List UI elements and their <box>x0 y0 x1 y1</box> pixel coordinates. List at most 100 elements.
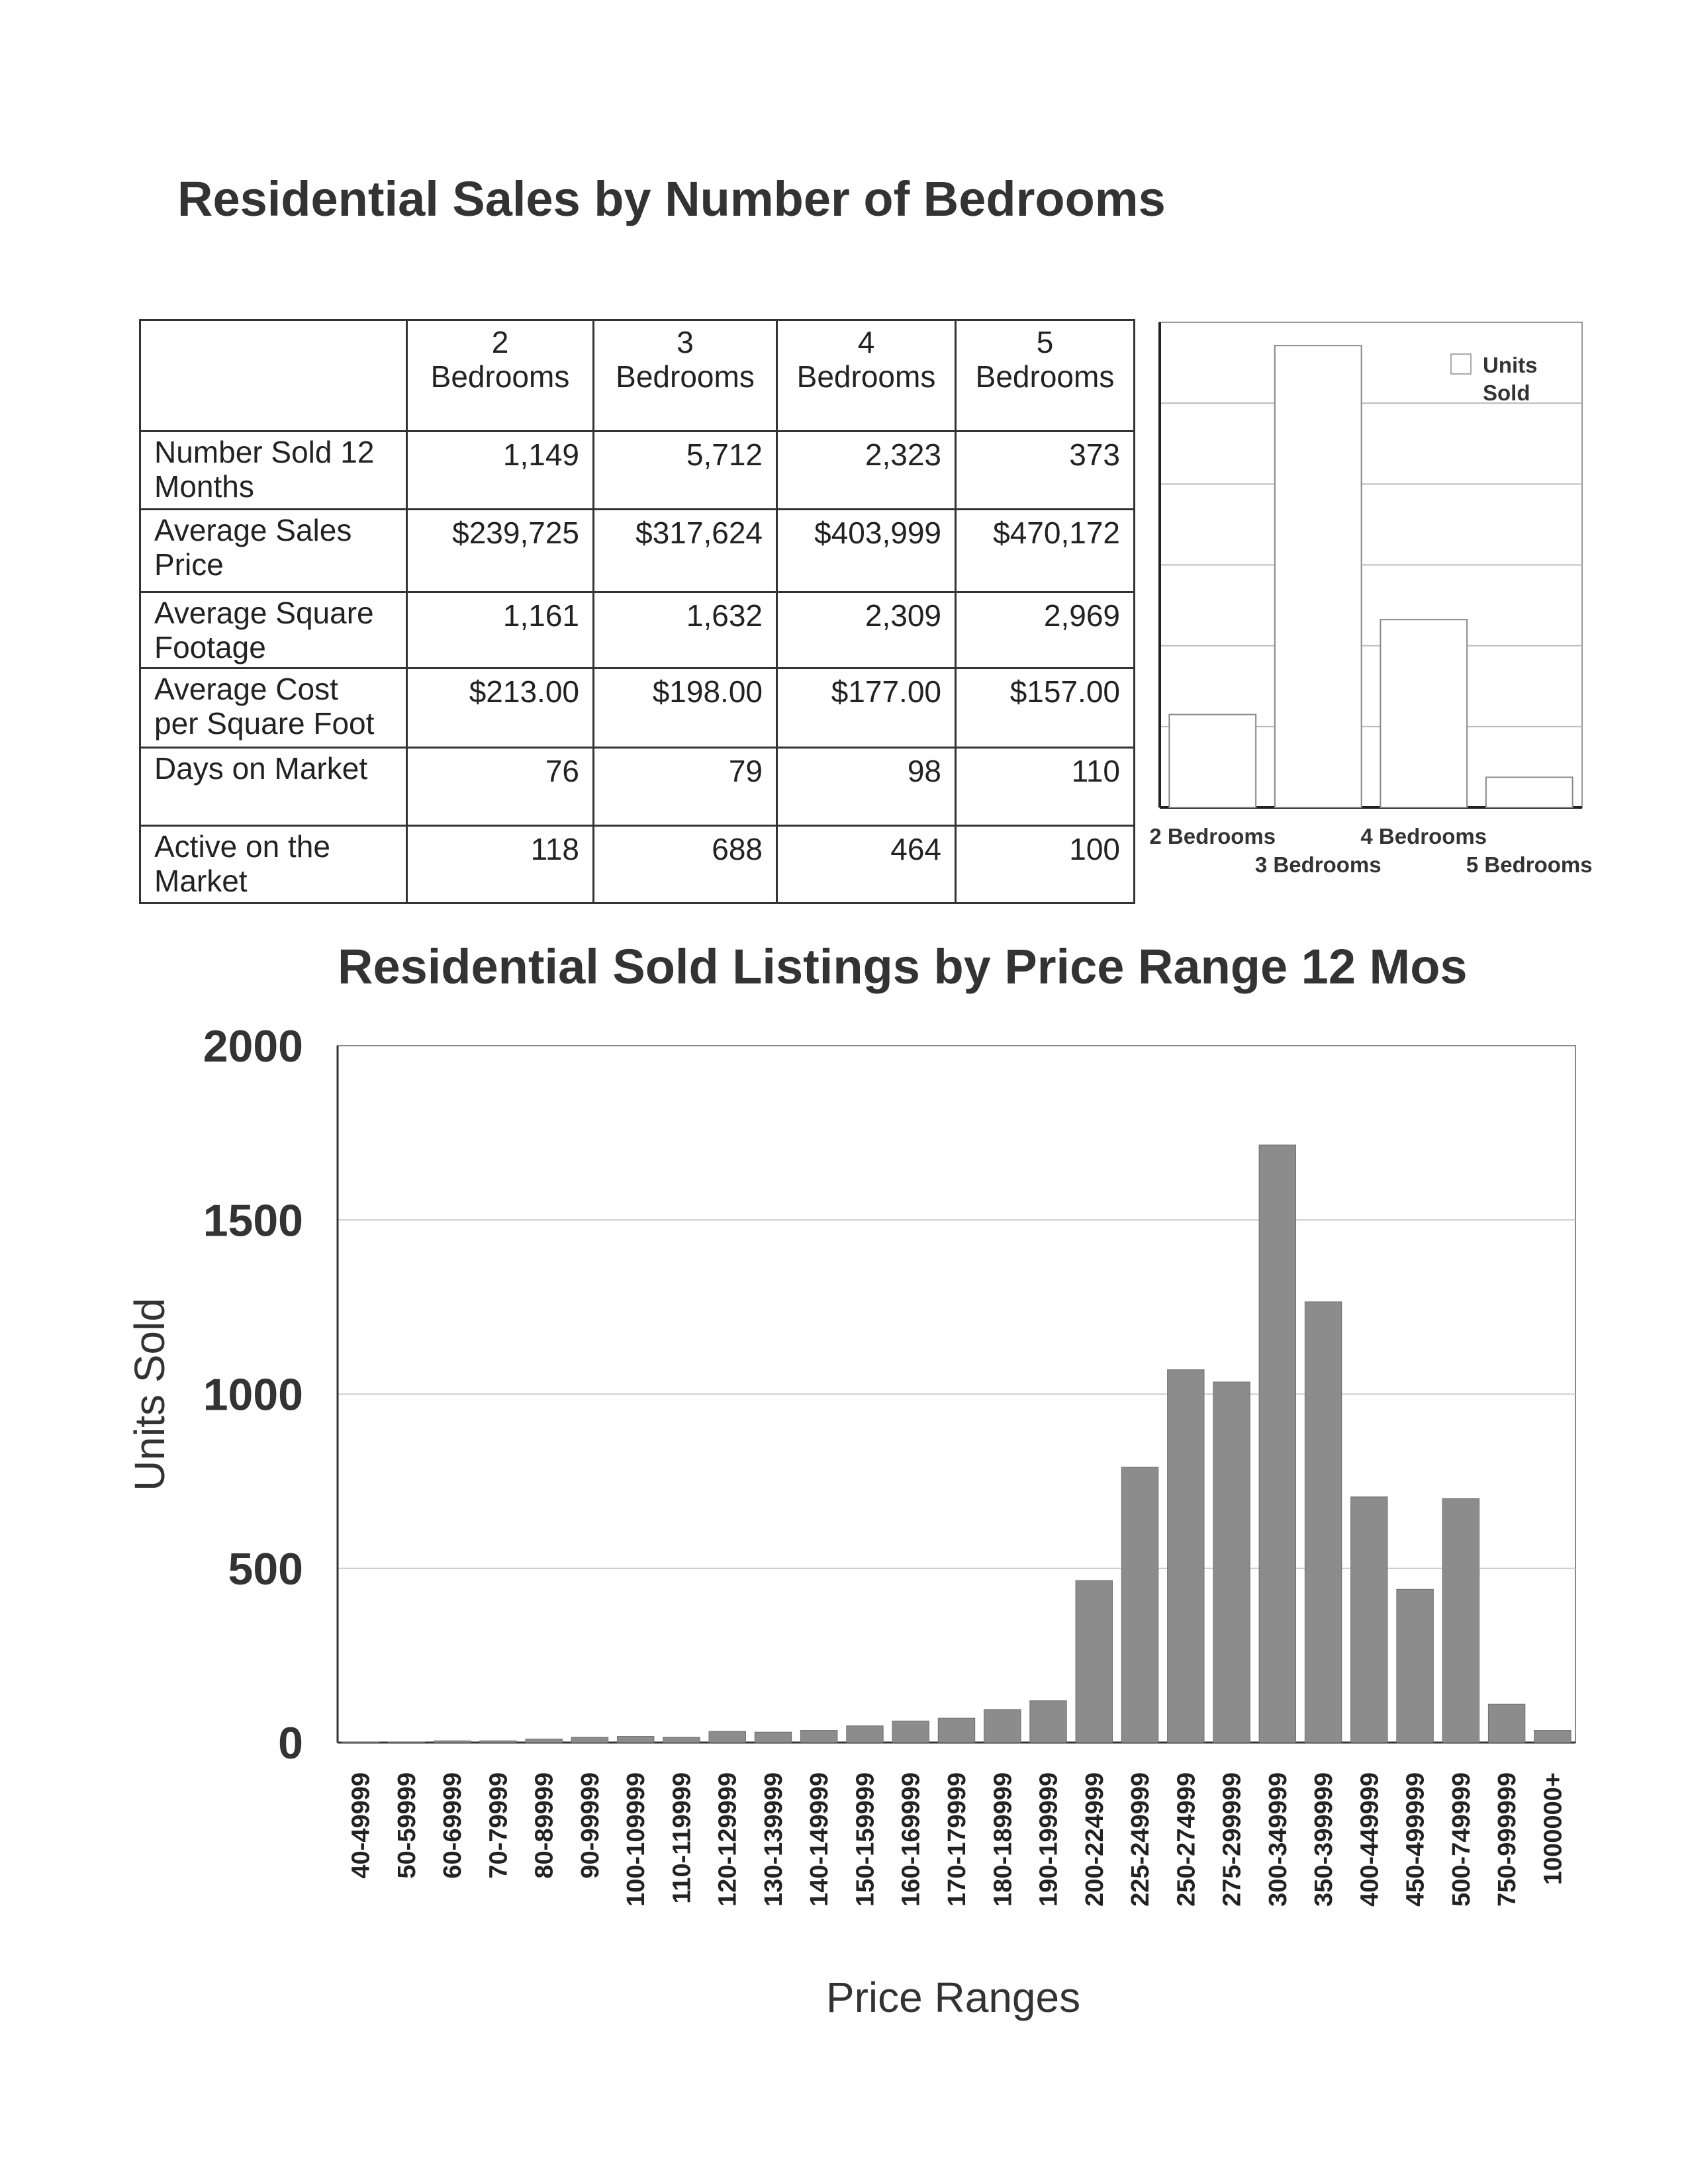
bedroom-stats-table: 2 Bedrooms 3 Bedrooms 4 Bedrooms 5 Bedrooms … <box>139 319 1135 904</box>
header-2-bedrooms: 2 Bedrooms <box>406 319 594 432</box>
x-tick-label: 120-129999 <box>714 1772 742 1907</box>
table-cell: 2,969 <box>955 591 1135 669</box>
table-cell: 118 <box>406 825 594 904</box>
x-tick-label: 250-274999 <box>1172 1772 1200 1907</box>
x-tick-label: 400-449999 <box>1356 1772 1383 1907</box>
x-tick-label: 750-999999 <box>1493 1772 1521 1907</box>
table-cell: $198.00 <box>592 667 778 749</box>
table-cell: 98 <box>776 747 957 827</box>
x-tick-label: 450-499999 <box>1402 1772 1430 1907</box>
bar <box>663 1737 700 1743</box>
x-tick-label: 1000000+ <box>1539 1772 1567 1885</box>
y-axis-label: Units Sold <box>126 1298 173 1491</box>
x-tick-label: 40-49999 <box>348 1772 375 1879</box>
page-title-bedrooms: Residential Sales by Number of Bedrooms <box>177 171 1166 226</box>
table-cell: 2,309 <box>776 591 957 669</box>
bar <box>1442 1498 1480 1743</box>
bar <box>1396 1588 1434 1743</box>
header-5-bedrooms: 5 Bedrooms <box>955 319 1135 432</box>
x-tick-label: 70-79999 <box>485 1772 512 1879</box>
bar <box>1075 1580 1113 1743</box>
bar <box>754 1731 792 1743</box>
table-cell: $239,725 <box>406 508 594 593</box>
row-label-active-on-market: Active on the Market <box>139 825 408 904</box>
table-corner-cell <box>139 319 408 432</box>
bar <box>616 1736 655 1743</box>
x-tick-label: 350-399999 <box>1310 1772 1338 1907</box>
row-label-number-sold: Number Sold 12 Months <box>139 430 408 510</box>
table-cell: 373 <box>955 430 1135 510</box>
x-tick-label: 110-119999 <box>668 1772 696 1904</box>
x-tick-label: 190-199999 <box>1035 1772 1063 1907</box>
table-cell: 688 <box>592 825 778 904</box>
bar <box>433 1740 471 1743</box>
x-tick-label: 300-349999 <box>1264 1772 1292 1907</box>
table-row: Days on Market 76 79 98 110 <box>139 747 1135 827</box>
table-cell: $177.00 <box>776 667 957 749</box>
bar <box>571 1737 609 1743</box>
bar <box>387 1741 426 1743</box>
bar <box>937 1717 976 1743</box>
row-label-days-on-market: Days on Market <box>139 747 408 827</box>
bar <box>1258 1144 1297 1743</box>
table-cell: 1,149 <box>406 430 594 510</box>
table-cell: 5,712 <box>592 430 778 510</box>
x-axis-label: Price Ranges <box>826 1974 1080 2021</box>
x-tick-label: 500-749999 <box>1448 1772 1476 1907</box>
row-label-average-cost-per-square-foot: Average Cost per Square Foot <box>139 667 408 749</box>
table-row: Active on the Market 118 688 464 100 <box>139 825 1135 904</box>
x-tick-label: 200-224999 <box>1081 1772 1109 1907</box>
bar <box>1487 1704 1526 1743</box>
table-row: Average Sales Price $239,725 $317,624 $40… <box>139 508 1135 593</box>
x-tick-label: 170-179999 <box>943 1772 971 1907</box>
bar <box>1121 1467 1159 1743</box>
chart-title-price-range: Residential Sold Listings by Price Range… <box>338 939 1468 994</box>
table-header-row: 2 Bedrooms 3 Bedrooms 4 Bedrooms 5 Bedrooms <box>139 319 1135 432</box>
table-cell: $317,624 <box>592 508 778 593</box>
y-tick-label: 0 <box>278 1718 303 1768</box>
x-tick-label: 150-159999 <box>851 1772 879 1907</box>
y-tick-label: 500 <box>228 1544 303 1594</box>
table-cell: 76 <box>406 747 594 827</box>
table-cell: $403,999 <box>776 508 957 593</box>
table-row: Number Sold 12 Months 1,149 5,712 2,323 3… <box>139 430 1135 510</box>
table-cell: 2,323 <box>776 430 957 510</box>
table-cell: 1,161 <box>406 591 594 669</box>
x-tick-label: 180-189999 <box>989 1772 1017 1907</box>
table-row: Average Square Footage 1,161 1,632 2,309 … <box>139 591 1135 669</box>
bar <box>1304 1301 1342 1743</box>
table-cell: $213.00 <box>406 667 594 749</box>
bar <box>846 1725 884 1743</box>
table-cell: 100 <box>955 825 1135 904</box>
x-tick-label: 140-149999 <box>806 1772 833 1907</box>
x-tick-label: 90-99999 <box>577 1772 604 1879</box>
y-tick-label: 1500 <box>203 1195 303 1246</box>
bar <box>708 1731 746 1743</box>
bar <box>525 1739 563 1743</box>
bar <box>800 1730 838 1743</box>
header-3-bedrooms: 3 Bedrooms <box>592 319 778 432</box>
row-label-average-square-footage: Average Square Footage <box>139 591 408 669</box>
x-tick-label: 100-109999 <box>622 1772 650 1907</box>
bar <box>479 1740 517 1743</box>
table-row: Average Cost per Square Foot $213.00 $198… <box>139 667 1135 749</box>
table-cell: 79 <box>592 747 778 827</box>
x-tick-label: 50-59999 <box>393 1772 421 1879</box>
x-tick-label: 60-69999 <box>439 1772 467 1879</box>
table-cell: $470,172 <box>955 508 1135 593</box>
bar <box>1167 1369 1205 1743</box>
bar <box>1534 1730 1571 1743</box>
bar <box>892 1720 929 1743</box>
header-4-bedrooms: 4 Bedrooms <box>776 319 957 432</box>
bar <box>984 1709 1021 1743</box>
bar <box>342 1741 379 1743</box>
table-cell: 464 <box>776 825 957 904</box>
x-tick-label: 80-89999 <box>531 1772 559 1879</box>
bar <box>1213 1381 1250 1743</box>
table-cell: 110 <box>955 747 1135 827</box>
bar <box>1029 1700 1067 1743</box>
table-cell: 1,632 <box>592 591 778 669</box>
table-cell: $157.00 <box>955 667 1135 749</box>
x-tick-label: 225-249999 <box>1127 1772 1154 1907</box>
